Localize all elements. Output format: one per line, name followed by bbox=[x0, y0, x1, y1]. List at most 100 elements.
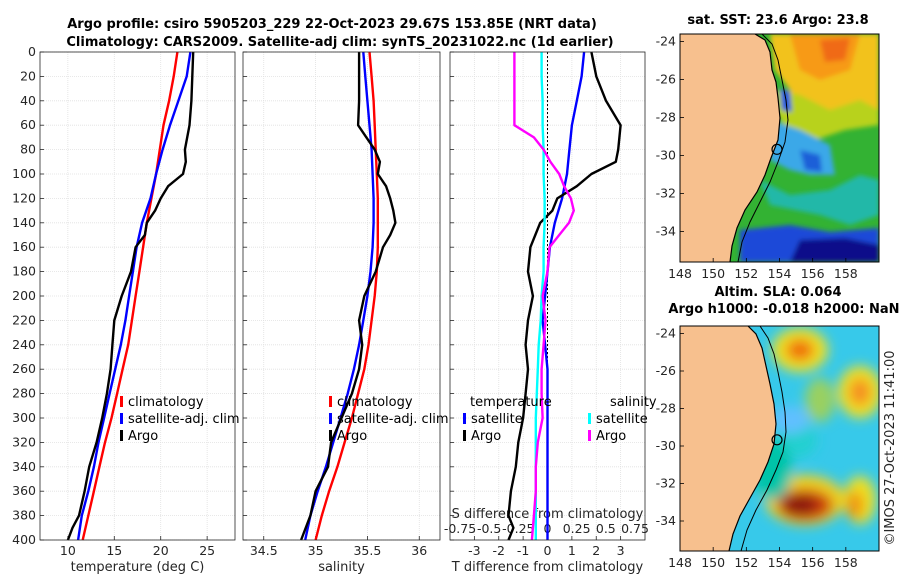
y-tick-label: 100 bbox=[12, 166, 36, 181]
x-tick-label: 35.5 bbox=[353, 543, 381, 558]
series-line-argo bbox=[299, 52, 397, 541]
x-tick-label: 1 bbox=[568, 543, 576, 558]
y-tick-label: 240 bbox=[12, 337, 36, 352]
x-tick-label: 35 bbox=[308, 543, 324, 558]
secondary-tick-label: 0.75 bbox=[621, 521, 649, 536]
map-y-tick-label: -26 bbox=[656, 363, 676, 378]
x-tick-label: 36 bbox=[411, 543, 427, 558]
map-x-tick-label: 148 bbox=[668, 555, 692, 570]
series-line-climatology bbox=[81, 51, 179, 541]
legend-swatch-satellite bbox=[120, 413, 123, 424]
sla-map-title-line1: Altim. SLA: 0.064 bbox=[715, 285, 842, 300]
legend-swatch-argo bbox=[120, 430, 123, 441]
difference-legend: temperature satellite Argo salinity sate… bbox=[463, 395, 657, 444]
sla-map: 148 150 152 154 156 158 -24 -26 -28 -30 -32 -34 bbox=[656, 325, 880, 570]
y-tick-label: 340 bbox=[12, 459, 36, 474]
legend-swatch-s-argo bbox=[588, 430, 591, 441]
y-tick-label: 140 bbox=[12, 215, 36, 230]
legend-swatch-climatology bbox=[329, 396, 332, 407]
series-line-salinity-argo bbox=[513, 52, 575, 541]
x-tick-label: 3 bbox=[617, 543, 625, 558]
sla-map-title-line2: Argo h1000: -0.018 h2000: NaN bbox=[668, 302, 899, 317]
map-x-tick-label: 152 bbox=[734, 266, 758, 281]
map-y-tick-label: -24 bbox=[656, 34, 676, 49]
legend-swatch-s-satellite bbox=[588, 413, 591, 424]
x-tick-label: -2 bbox=[493, 543, 505, 558]
x-tick-label: 25 bbox=[199, 543, 215, 558]
map-x-tick-label: 156 bbox=[801, 266, 825, 281]
float-position-marker bbox=[771, 143, 783, 155]
legend-climatology: climatology bbox=[128, 395, 204, 410]
y-tick-label: 180 bbox=[12, 264, 36, 279]
land-mass bbox=[680, 34, 780, 262]
legend-swatch-t-satellite bbox=[463, 413, 466, 424]
y-tick-label: 220 bbox=[12, 312, 36, 327]
x-tick-label: 15 bbox=[106, 543, 122, 558]
map-x-tick-label: 154 bbox=[768, 266, 792, 281]
map-y-tick-label: -34 bbox=[656, 224, 676, 239]
legend-s-satellite: satellite bbox=[596, 412, 648, 427]
map-x-tick-label: 156 bbox=[801, 555, 825, 570]
map-y-tick-label: -28 bbox=[656, 401, 676, 416]
series-line-temperature-satellite bbox=[541, 51, 586, 540]
y-tick-label: 400 bbox=[12, 532, 36, 547]
map-x-tick-label: 158 bbox=[834, 555, 858, 570]
map-y-tick-label: -24 bbox=[656, 326, 676, 341]
x-tick-label: 34.5 bbox=[250, 543, 278, 558]
isobath bbox=[737, 34, 789, 262]
y-tick-label: 0 bbox=[28, 44, 36, 59]
legend-s-argo: Argo bbox=[596, 429, 626, 444]
x-axis-label: T difference from climatology bbox=[451, 560, 644, 575]
map-x-tick-label: 152 bbox=[734, 555, 758, 570]
map-y-tick-label: -30 bbox=[656, 148, 676, 163]
legend-climatology: climatology bbox=[337, 395, 413, 410]
y-tick-label: 300 bbox=[12, 410, 36, 425]
secondary-tick-label: 0.25 bbox=[563, 521, 591, 536]
float-position-marker bbox=[771, 434, 783, 446]
temperature-legend: climatology satellite-adj. clim Argo bbox=[120, 395, 240, 444]
map-y-tick-label: -32 bbox=[656, 186, 676, 201]
secondary-tick-label: -0.25 bbox=[502, 521, 534, 536]
y-tick-label: 320 bbox=[12, 434, 36, 449]
map-x-tick-label: 154 bbox=[768, 555, 792, 570]
map-y-tick-label: -34 bbox=[656, 513, 676, 528]
y-tick-label: 60 bbox=[20, 117, 36, 132]
x-tick-label: 2 bbox=[592, 543, 600, 558]
x-tick-label: 20 bbox=[153, 543, 169, 558]
isobath bbox=[740, 326, 787, 551]
sst-map: 148 150 152 154 156 158 -24 -26 -28 -30 -32 -34 bbox=[656, 33, 880, 281]
y-tick-label: 260 bbox=[12, 361, 36, 376]
legend-salinity-header: salinity bbox=[610, 395, 657, 410]
y-tick-label: 380 bbox=[12, 508, 36, 523]
map-y-tick-label: -26 bbox=[656, 72, 676, 87]
map-y-tick-label: -28 bbox=[656, 110, 676, 125]
x-tick-label: -3 bbox=[468, 543, 480, 558]
legend-satellite-adj: satellite-adj. clim bbox=[337, 412, 449, 427]
secondary-tick-label: 0.5 bbox=[596, 521, 616, 536]
secondary-tick-label: -0.5 bbox=[477, 521, 501, 536]
legend-satellite-adj: satellite-adj. clim bbox=[128, 412, 240, 427]
series-line-climatology bbox=[314, 51, 379, 541]
map-x-tick-label: 158 bbox=[834, 266, 858, 281]
y-tick-label: 360 bbox=[12, 483, 36, 498]
map-y-tick-label: -32 bbox=[656, 476, 676, 491]
y-tick-label: 20 bbox=[20, 68, 36, 83]
x-axis-label: salinity bbox=[318, 560, 365, 575]
y-tick-label: 120 bbox=[12, 190, 36, 205]
y-tick-label: 280 bbox=[12, 386, 36, 401]
y-tick-label: 160 bbox=[12, 239, 36, 254]
temperature-panel: 0 20 40 60 80 100 120 140 160 180 200 220 240 260 280 3… bbox=[12, 44, 236, 575]
map-x-tick-label: 148 bbox=[668, 266, 692, 281]
y-tick-label: 80 bbox=[20, 142, 36, 157]
x-tick-label: 0 bbox=[544, 543, 552, 558]
map-x-tick-label: 150 bbox=[701, 266, 725, 281]
legend-temperature-header: temperature bbox=[470, 395, 552, 410]
legend-t-argo: Argo bbox=[471, 429, 501, 444]
legend-swatch-climatology bbox=[120, 396, 123, 407]
map-x-tick-label: 150 bbox=[701, 555, 725, 570]
figure-title-line2: Climatology: CARS2009. Satellite-adj cli… bbox=[66, 35, 613, 50]
salinity-panel: 34.5 35 35.5 36 salinity bbox=[242, 51, 441, 575]
coastline bbox=[729, 34, 781, 262]
x-axis-label: temperature (deg C) bbox=[71, 560, 205, 575]
